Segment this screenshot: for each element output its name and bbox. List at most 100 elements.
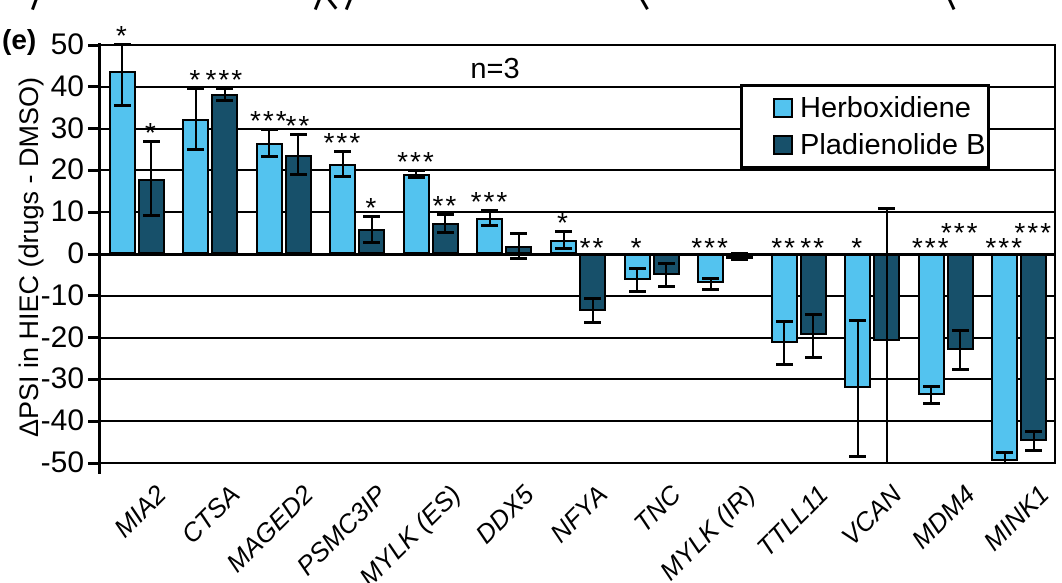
y-axis-tick (88, 85, 100, 89)
error-bar (709, 278, 712, 290)
error-bar-cap (510, 257, 528, 261)
error-bar-cap (216, 86, 234, 90)
bar-Pladienolide B-CTSA (211, 93, 239, 254)
error-bar (665, 263, 668, 287)
error-bar (150, 141, 153, 217)
error-bar-cap (878, 207, 896, 211)
bar-Herboxidiene-MAGED2 (255, 142, 283, 254)
y-tick-label: 40 (50, 69, 84, 103)
y-axis-tick (88, 294, 100, 298)
legend-item-pladienolide-b: Pladienolide B (773, 128, 987, 161)
error-bar-cap (363, 240, 381, 244)
legend: Herboxidiene Pladienolide B (740, 84, 990, 169)
cropped-text-fragment (640, 0, 649, 10)
significance-stars: *** (397, 145, 436, 177)
error-bar-cap (804, 356, 822, 360)
error-bar (783, 320, 786, 366)
category-label-DDX5: DDX5 (469, 479, 540, 550)
y-tick-label: -50 (40, 446, 84, 479)
significance-stars: * (630, 232, 644, 263)
gridline (100, 420, 1056, 423)
y-tick-label: -40 (40, 404, 84, 438)
error-bar (223, 87, 226, 101)
significance-stars: *** (985, 232, 1025, 263)
error-bar-cap (731, 257, 749, 261)
error-bar-cap (289, 173, 307, 177)
legend-label: Pladienolide B (800, 128, 986, 161)
gridline (100, 336, 1056, 339)
cropped-text-fragment (31, 0, 38, 11)
error-bar (636, 268, 639, 292)
error-bar-cap (804, 313, 822, 317)
category-label-MIA2: MIA2 (107, 479, 172, 544)
significance-stars: *** (940, 217, 980, 248)
category-label-NFYA: NFYA (543, 479, 614, 549)
error-bar-cap (584, 321, 601, 325)
y-tick-label: -20 (40, 320, 84, 354)
significance-stars: *** (691, 232, 730, 263)
gridline (100, 44, 1056, 46)
error-bar-cap (1025, 430, 1043, 434)
error-bar-cap (510, 232, 528, 236)
y-axis-tick (88, 210, 100, 214)
error-bar-cap (187, 147, 205, 151)
significance-stars: *** (911, 232, 951, 263)
significance-stars: *** (1014, 217, 1054, 248)
error-bar-cap (113, 42, 131, 46)
sample-size-annotation: n=3 (470, 53, 520, 85)
error-bar (444, 214, 447, 233)
error-bar (885, 208, 888, 463)
error-bar-cap (187, 87, 205, 91)
significance-stars: ** (285, 110, 312, 142)
significance-stars: * (115, 19, 129, 51)
significance-stars: *** (323, 127, 363, 159)
error-bar-cap (951, 368, 969, 372)
significance-stars: ** (800, 232, 827, 263)
panel-label: (e) (2, 24, 37, 55)
error-bar-cap (113, 103, 131, 107)
error-bar-cap (628, 289, 646, 293)
error-bar-cap (657, 262, 675, 266)
error-bar (1003, 451, 1006, 463)
gridline (100, 294, 1056, 297)
significance-stars: * (365, 191, 379, 223)
error-bar (959, 330, 962, 371)
error-bar-cap (922, 385, 940, 389)
pladienolide-b-swatch-icon (773, 135, 793, 155)
error-bar-cap (481, 223, 499, 227)
error-bar-cap (436, 213, 454, 217)
y-axis-tick (88, 168, 100, 172)
error-bar (738, 253, 741, 260)
error-bar-cap (142, 214, 160, 218)
error-bar-cap (555, 246, 572, 250)
gridline (100, 378, 1056, 381)
error-bar (812, 314, 815, 359)
error-bar-cap (849, 319, 867, 323)
error-bar (562, 230, 565, 249)
error-bar-cap (260, 155, 278, 159)
error-bar (194, 88, 197, 150)
y-tick-label: 50 (50, 28, 84, 61)
error-bar-cap (951, 329, 969, 333)
error-bar-cap (1025, 449, 1043, 453)
error-bar (930, 386, 933, 404)
y-axis-tick (88, 127, 100, 131)
gridline (100, 169, 1056, 172)
error-bar-cap (436, 230, 454, 234)
bar-Herboxidiene-MIA2 (108, 71, 136, 254)
y-tick-label: 20 (50, 153, 84, 187)
error-bar (1032, 431, 1035, 452)
y-axis-tick (88, 43, 100, 47)
bar-Herboxidiene-MYLK (ES) (402, 173, 430, 254)
error-bar (591, 298, 594, 324)
error-bar-cap (407, 175, 425, 179)
error-bar-cap (702, 287, 720, 291)
y-tick-label: 0 (67, 237, 84, 270)
legend-item-herboxidiene: Herboxidiene (773, 92, 987, 124)
category-label-TTLL11: TTLL11 (750, 479, 834, 563)
error-bar-cap (628, 267, 646, 271)
error-bar (341, 151, 344, 177)
gridline (100, 211, 1056, 214)
y-axis-tick (88, 377, 100, 381)
error-bar (268, 129, 271, 158)
